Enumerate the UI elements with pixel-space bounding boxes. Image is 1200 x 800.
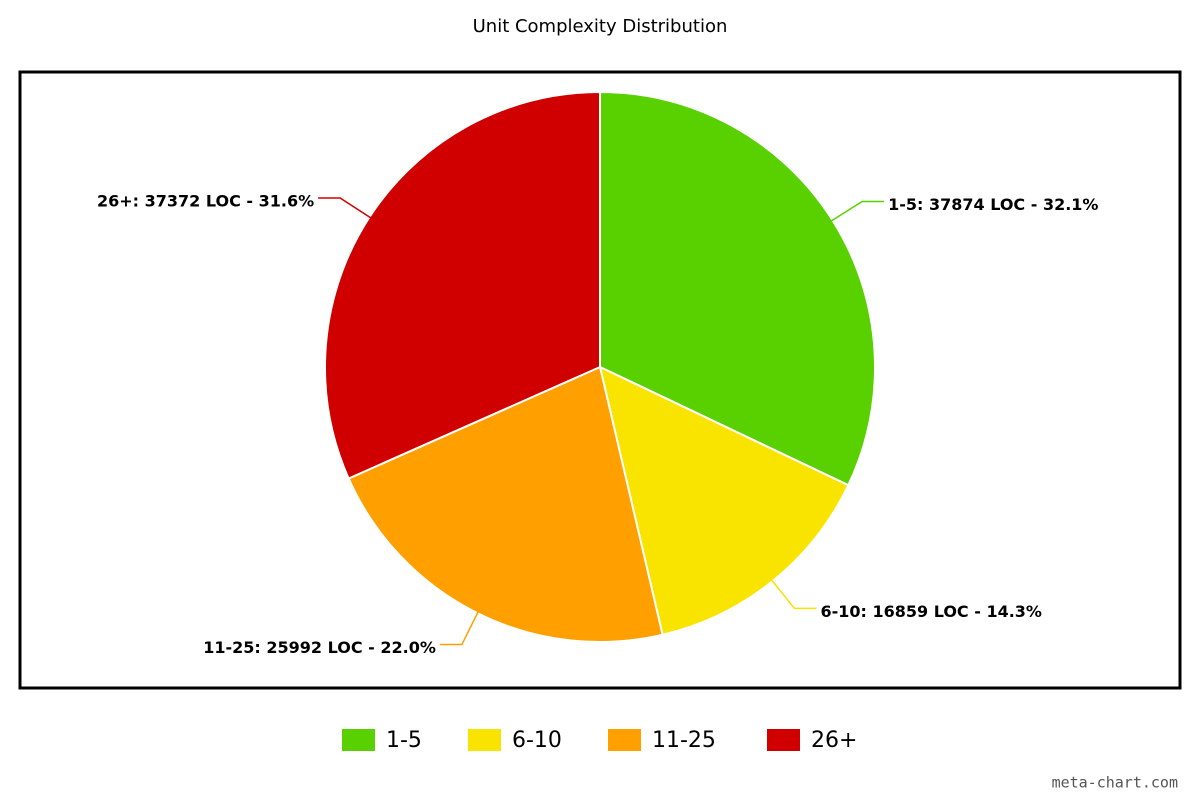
legend-swatch: [468, 729, 501, 751]
data-label: 26+: 37372 LOC - 31.6%: [97, 191, 314, 210]
legend-label: 11-25: [652, 728, 716, 753]
legend-label: 6-10: [512, 728, 562, 753]
leader-line: [439, 608, 481, 646]
credit: meta-chart.com: [1052, 774, 1178, 792]
data-label: 1-5: 37874 LOC - 32.1%: [888, 195, 1098, 214]
data-label: 6-10: 16859 LOC - 14.3%: [820, 602, 1042, 621]
legend-label: 26+: [811, 728, 857, 753]
leader-line: [768, 576, 817, 610]
legend-swatch: [608, 729, 641, 751]
legend-swatch: [342, 729, 375, 751]
legend-swatch: [767, 729, 800, 751]
legend-label: 1-5: [386, 728, 422, 753]
leader-line: [318, 197, 375, 221]
data-label: 11-25: 25992 LOC - 22.0%: [203, 638, 436, 657]
leader-line: [827, 200, 885, 224]
chart-title: Unit Complexity Distribution: [473, 16, 728, 37]
